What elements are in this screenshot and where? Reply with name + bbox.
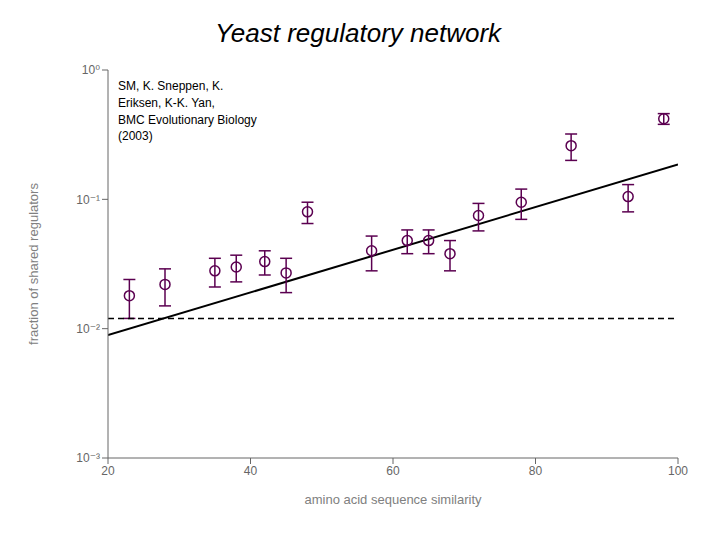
svg-text:10⁻²: 10⁻² <box>76 322 100 336</box>
svg-text:fraction of shared regulators: fraction of shared regulators <box>26 183 41 345</box>
svg-text:10⁻³: 10⁻³ <box>76 451 100 465</box>
svg-text:80: 80 <box>529 464 543 478</box>
svg-text:10⁻¹: 10⁻¹ <box>76 193 100 207</box>
svg-text:amino acid sequence similarity: amino acid sequence similarity <box>304 492 482 507</box>
html-text:SM, K. Sneppen, K. Eriksen, K-: SM, K. Sneppen, K. Eriksen, K-K. Yan, BM… <box>118 79 257 144</box>
svg-text:40: 40 <box>244 464 258 478</box>
svg-text:60: 60 <box>386 464 400 478</box>
svg-text:100: 100 <box>668 464 688 478</box>
svg-text:10⁰: 10⁰ <box>82 63 100 77</box>
html-text:Yeast regulatory network: Yeast regulatory network <box>214 18 502 48</box>
svg-text:20: 20 <box>101 464 115 478</box>
